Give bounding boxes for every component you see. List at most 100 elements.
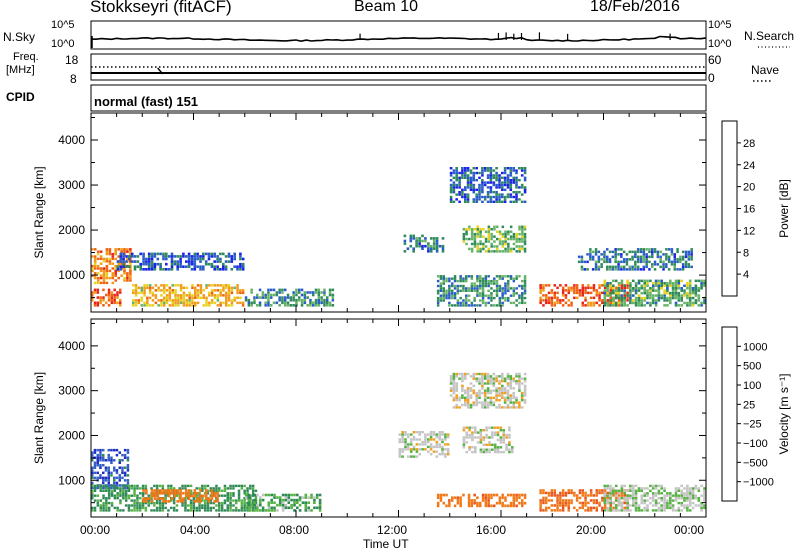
power-cell [133,260,137,263]
power-cell [691,301,695,305]
power-cell [113,298,116,302]
power-cell [134,304,138,307]
power-cell [236,289,239,292]
power-cell [455,169,458,172]
power-cell [132,284,135,287]
power-cell [694,291,698,295]
power-cell [684,255,688,259]
power-cell [210,252,214,256]
power-cell [483,167,487,170]
velocity-cell [412,448,416,451]
power-cell [216,304,220,307]
power-cell [448,277,451,280]
velocity-cell [193,491,197,495]
power-cell [213,301,217,305]
power-cell [674,287,678,290]
velocity-cell [688,504,692,507]
velocity-cell [259,509,262,512]
power-cell [509,287,513,290]
power-cell [481,195,484,199]
power-cell [509,250,513,253]
power-cell [213,252,216,256]
power-cell [681,250,685,254]
velocity-cell [666,504,669,507]
velocity-cell [503,399,507,402]
velocity-cell [660,484,663,488]
power-cell [449,174,453,177]
power-cell [577,255,581,259]
velocity-cell [199,489,202,492]
power-cell [620,304,624,307]
velocity-cell [504,499,507,502]
power-cell [442,299,445,302]
power-cell [462,232,466,236]
power-cell [108,252,112,256]
velocity-cell [464,372,467,376]
velocity-cell [452,387,456,390]
velocity-cell [232,487,235,490]
velocity-cell [666,492,669,495]
velocity-cell [475,379,478,383]
velocity-cell [110,456,113,459]
power-cell [91,293,94,297]
power-cell [559,301,562,305]
velocity-cell [196,491,199,495]
power-cell [637,301,641,305]
power-cell [99,296,102,299]
power-cell [479,228,482,231]
velocity-cell [686,484,689,488]
velocity-cell [521,504,524,508]
power-cell [651,265,654,269]
velocity-cell [226,492,229,495]
power-cell [96,296,100,299]
power-cell [612,284,615,287]
power-cell [518,228,521,231]
velocity-cell [680,509,683,512]
power-cell [606,255,609,259]
power-cell [484,275,488,278]
power-cell [415,239,418,243]
power-cell [160,299,163,302]
power-cell [671,294,675,297]
velocity-cell [267,501,271,504]
velocity-cell [130,509,133,512]
power-cell [625,260,629,264]
velocity-cell [584,496,587,500]
power-cell [452,191,456,194]
power-cell [495,179,498,182]
power-cell [137,286,141,290]
velocity-cell [412,438,416,441]
velocity-cell [136,509,139,512]
power-cell [622,268,626,271]
velocity-cell [674,487,678,490]
power-cell [674,291,678,295]
power-cell [455,171,458,175]
power-cell [484,282,488,285]
velocity-cell [113,506,117,510]
power-cell [617,260,620,264]
velocity-cell [189,504,193,507]
power-cell [506,181,510,184]
power-cell [509,193,513,196]
power-cell [490,294,493,297]
velocity-cell [478,389,481,392]
power-cell [132,304,135,307]
velocity-cell [669,499,672,502]
power-cell [453,277,457,280]
power-cell [489,169,493,172]
power-cell [606,304,609,307]
velocity-cell [220,509,224,512]
velocity-cell [251,509,255,512]
velocity-cell [158,506,162,510]
velocity-cell [130,487,133,490]
velocity-cell [313,501,316,504]
power-cell [609,299,612,302]
velocity-cell [640,499,644,502]
power-cell [239,296,242,300]
velocity-cell [518,382,521,385]
power-cell [489,191,493,194]
velocity-cell [304,496,308,499]
power-cell [687,253,691,256]
power-cell [156,257,160,261]
power-cell [105,293,108,297]
